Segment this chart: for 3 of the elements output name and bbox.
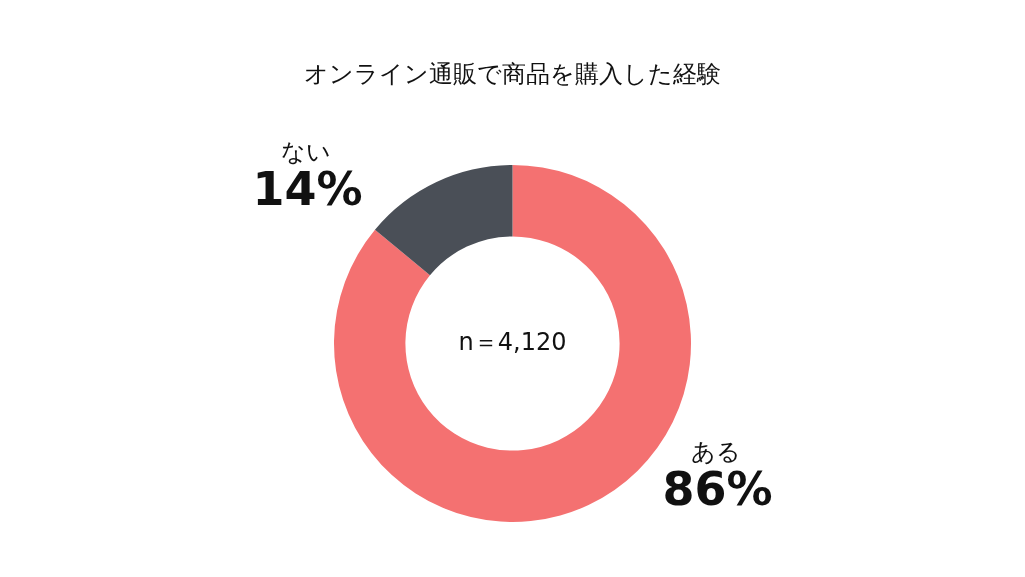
slice-label: ある [690, 437, 741, 466]
text: n＝4,120 [458, 327, 567, 356]
chart-title: オンライン通販で商品を購入した経験 [304, 60, 721, 89]
